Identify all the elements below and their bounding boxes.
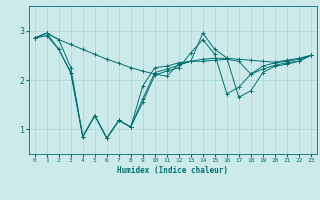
X-axis label: Humidex (Indice chaleur): Humidex (Indice chaleur) [117,166,228,175]
